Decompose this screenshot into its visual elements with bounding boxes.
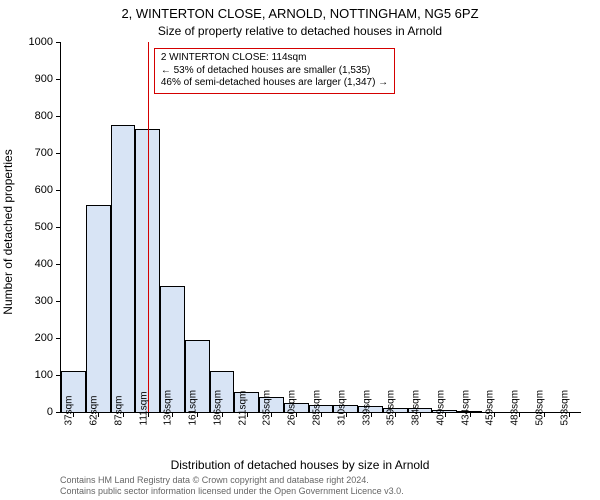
x-axis-label: Distribution of detached houses by size …: [0, 458, 600, 472]
chart-container: 2, WINTERTON CLOSE, ARNOLD, NOTTINGHAM, …: [0, 0, 600, 500]
y-tick: [56, 412, 61, 413]
footer-line2: Contains public sector information licen…: [60, 486, 580, 497]
chart-title-line2: Size of property relative to detached ho…: [0, 24, 600, 38]
y-tick: [56, 190, 61, 191]
annotation-line3: 46% of semi-detached houses are larger (…: [161, 77, 388, 90]
histogram-bar: [86, 205, 111, 412]
y-tick: [56, 301, 61, 302]
annotation-box: 2 WINTERTON CLOSE: 114sqm ← 53% of detac…: [154, 48, 395, 94]
y-tick-label: 700: [13, 147, 53, 159]
y-tick: [56, 116, 61, 117]
reference-marker-line: [148, 42, 149, 412]
y-tick-label: 0: [13, 406, 53, 418]
annotation-line1: 2 WINTERTON CLOSE: 114sqm: [161, 52, 388, 65]
y-tick: [56, 264, 61, 265]
y-tick-label: 800: [13, 110, 53, 122]
y-tick-label: 900: [13, 73, 53, 85]
y-tick-label: 500: [13, 221, 53, 233]
histogram-bar: [111, 125, 136, 412]
y-tick: [56, 42, 61, 43]
y-tick-label: 1000: [13, 36, 53, 48]
plot-area: 2 WINTERTON CLOSE: 114sqm ← 53% of detac…: [60, 42, 581, 413]
chart-title-line1: 2, WINTERTON CLOSE, ARNOLD, NOTTINGHAM, …: [0, 6, 600, 21]
y-tick-label: 200: [13, 332, 53, 344]
y-tick: [56, 338, 61, 339]
y-tick-label: 600: [13, 184, 53, 196]
y-tick-label: 400: [13, 258, 53, 270]
footer-line1: Contains HM Land Registry data © Crown c…: [60, 475, 580, 486]
y-tick-label: 300: [13, 295, 53, 307]
y-tick-label: 100: [13, 369, 53, 381]
y-tick: [56, 227, 61, 228]
footer-attribution: Contains HM Land Registry data © Crown c…: [60, 475, 580, 497]
y-tick: [56, 153, 61, 154]
y-tick: [56, 375, 61, 376]
annotation-line2: ← 53% of detached houses are smaller (1,…: [161, 65, 388, 78]
y-tick: [56, 79, 61, 80]
